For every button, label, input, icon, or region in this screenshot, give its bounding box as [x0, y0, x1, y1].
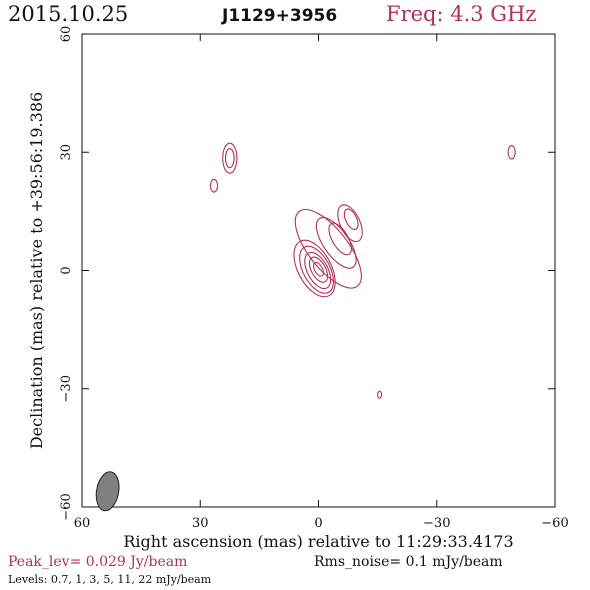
y-tick-label: −30 — [59, 375, 74, 402]
x-tick-label: −30 — [423, 516, 450, 531]
contour-core — [313, 261, 324, 277]
y-tick-label: 30 — [59, 144, 74, 161]
plot-frame — [81, 33, 556, 508]
contour-jet — [328, 222, 352, 256]
contour-jet — [315, 217, 357, 269]
contour-blob-c — [507, 144, 516, 160]
x-tick-label: −60 — [541, 516, 568, 531]
y-tick-label: −60 — [59, 493, 74, 520]
contour-levels: Levels: 0.7, 1, 3, 5, 11, 22 mJy/beam — [8, 573, 212, 586]
contour-jet — [294, 209, 362, 289]
contour-blob-b — [209, 178, 219, 193]
y-tick-label: 60 — [59, 26, 74, 43]
x-tick-label: 30 — [192, 516, 209, 531]
x-tick-label: 0 — [314, 516, 322, 531]
contour-blob-a — [222, 142, 238, 174]
contour-core — [293, 239, 336, 298]
beam-ellipse — [95, 471, 120, 512]
contour-core — [299, 245, 334, 294]
x-axis-title: Right ascension (mas) relative to 11:29:… — [123, 532, 513, 551]
observation-date: 2015.10.25 — [8, 2, 129, 26]
contour-jet-tip — [343, 208, 359, 231]
contour-jet-tip — [337, 204, 363, 243]
y-tick-label: 0 — [59, 266, 74, 274]
contour-blob-d — [377, 390, 383, 399]
contour-blob-a — [224, 148, 235, 169]
y-axis-title: Declination (mas) relative to +39:56:19.… — [27, 92, 46, 449]
contour-core — [304, 251, 332, 290]
contour-core — [308, 256, 329, 283]
x-tick-label: 60 — [74, 516, 91, 531]
peak-level: Peak_lev= 0.029 Jy/beam — [8, 554, 188, 570]
source-name: J1129+3956 — [222, 6, 338, 26]
frequency-label: Freq: 4.3 GHz — [386, 2, 537, 26]
rms-noise: Rms_noise= 0.1 mJy/beam — [314, 554, 503, 570]
